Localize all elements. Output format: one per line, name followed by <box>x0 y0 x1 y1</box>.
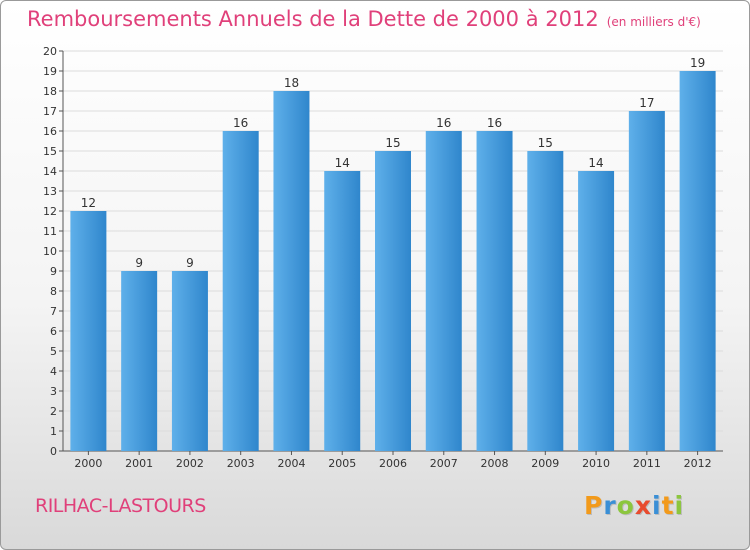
value-label-2000: 12 <box>81 196 96 210</box>
y-tick-label: 2 <box>50 405 57 418</box>
chart-title: Remboursements Annuels de la Dette de 20… <box>27 7 701 31</box>
bar-2008 <box>476 131 513 451</box>
bar-2004 <box>273 91 310 451</box>
x-tick-label-2001: 2001 <box>125 457 153 470</box>
logo-letter: o <box>616 491 635 520</box>
y-tick-label: 16 <box>43 125 57 138</box>
x-tick-label-2002: 2002 <box>176 457 204 470</box>
x-tick-label-2009: 2009 <box>531 457 559 470</box>
y-tick-label: 3 <box>50 385 57 398</box>
bar-2001 <box>121 271 158 451</box>
value-label-2006: 15 <box>385 136 400 150</box>
bar-2009 <box>527 151 564 451</box>
bar-2011 <box>628 111 665 451</box>
x-tick-label-2012: 2012 <box>684 457 712 470</box>
y-tick-label: 19 <box>43 65 57 78</box>
x-tick-label-2005: 2005 <box>328 457 356 470</box>
logo-letter: t <box>661 491 675 520</box>
y-tick-label: 14 <box>43 165 57 178</box>
value-label-2001: 9 <box>135 256 143 270</box>
value-label-2009: 15 <box>538 136 553 150</box>
value-labels: 12 9 9 16 18 14 15 16 16 15 14 17 19 <box>81 56 706 270</box>
y-tick-label: 4 <box>50 365 57 378</box>
bar-2002 <box>171 271 208 451</box>
y-tick-label: 9 <box>50 265 57 278</box>
value-label-2004: 18 <box>284 76 299 90</box>
y-tick-label: 6 <box>50 325 57 338</box>
bars <box>70 71 716 451</box>
value-label-2012: 19 <box>690 56 705 70</box>
x-tick-label-2010: 2010 <box>582 457 610 470</box>
logo-letter: r <box>603 491 617 520</box>
bar-2012 <box>679 71 716 451</box>
x-tick-label-2007: 2007 <box>430 457 458 470</box>
proxiti-logo: Proxiti <box>584 491 684 520</box>
y-tick-label: 17 <box>43 105 57 118</box>
value-label-2002: 9 <box>186 256 194 270</box>
x-tick-labels: 2000 2001 2002 2003 2004 2005 2006 2007 2008 2009… <box>74 457 711 470</box>
bar-2000 <box>70 211 107 451</box>
value-label-2008: 16 <box>487 116 502 130</box>
y-tick-label: 12 <box>43 205 57 218</box>
x-tick-label-2006: 2006 <box>379 457 407 470</box>
x-tick-label-2011: 2011 <box>633 457 661 470</box>
logo-letter: i <box>674 491 685 520</box>
x-tick-label-2008: 2008 <box>481 457 509 470</box>
logo-letter: P <box>584 491 604 520</box>
y-tick-label: 18 <box>43 85 57 98</box>
bar-2005 <box>324 171 361 451</box>
x-tick-label-2000: 2000 <box>74 457 102 470</box>
value-label-2011: 17 <box>639 96 654 110</box>
y-tick-label: 20 <box>43 45 57 58</box>
y-tick-label: 10 <box>43 245 57 258</box>
y-tick-label: 1 <box>50 425 57 438</box>
value-label-2010: 14 <box>588 156 603 170</box>
y-tick-label: 0 <box>50 445 57 458</box>
x-tick-label-2004: 2004 <box>277 457 305 470</box>
commune-name: RILHAC-LASTOURS <box>35 495 206 517</box>
bar-2007 <box>425 131 462 451</box>
logo-letter: i <box>652 491 662 520</box>
value-label-2007: 16 <box>436 116 451 130</box>
bar-2006 <box>375 151 411 451</box>
value-label-2003: 16 <box>233 116 248 130</box>
chart-subtitle: (en milliers d'€) <box>606 15 701 29</box>
bar-2010 <box>578 171 615 451</box>
y-tick-label: 13 <box>43 185 57 198</box>
logo-letter: x <box>634 491 652 520</box>
x-tick-label-2003: 2003 <box>227 457 255 470</box>
y-tick-label: 8 <box>50 285 57 298</box>
bar-2003 <box>222 131 259 451</box>
y-tick-label: 11 <box>43 225 57 238</box>
value-label-2005: 14 <box>335 156 350 170</box>
y-tick-label: 5 <box>50 345 57 358</box>
y-tick-label: 7 <box>50 305 57 318</box>
y-tick-label: 15 <box>43 145 57 158</box>
